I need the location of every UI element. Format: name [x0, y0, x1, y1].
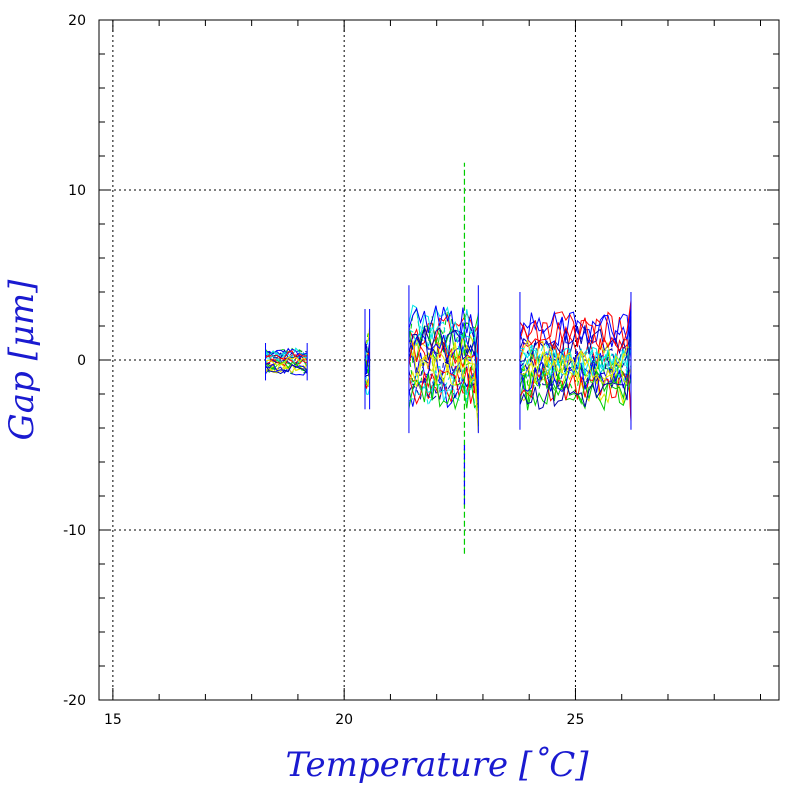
series-line — [265, 364, 308, 375]
series-line — [265, 347, 308, 358]
series-line — [408, 373, 479, 411]
x-tick-labels: 15 20 25 — [104, 712, 584, 728]
series-line — [364, 340, 371, 354]
series-line — [265, 356, 308, 366]
series-line — [519, 310, 632, 359]
series-line — [519, 316, 632, 410]
axis-ticks — [99, 19, 779, 701]
series-line — [364, 374, 371, 385]
x-tick-label: 15 — [104, 712, 122, 728]
series-line — [408, 305, 479, 408]
series-line — [519, 304, 632, 384]
data-series — [265, 162, 632, 554]
x-axis-label: Temperature [˚C] — [285, 745, 589, 785]
y-tick-label: 0 — [77, 353, 86, 369]
series-line — [519, 300, 632, 352]
series-line — [519, 323, 632, 389]
x-tick-label: 25 — [567, 712, 585, 728]
y-tick-label: -10 — [63, 523, 86, 539]
series-line — [408, 321, 479, 365]
series-line — [265, 358, 308, 368]
series-line — [519, 351, 632, 386]
grid-lines — [99, 20, 779, 700]
series-line — [519, 333, 632, 412]
series-line — [408, 308, 479, 427]
y-tick-label: -20 — [63, 693, 86, 709]
series-line — [364, 337, 371, 360]
y-tick-labels: 20 10 0 -10 -20 — [63, 13, 86, 709]
series-line — [408, 348, 479, 386]
y-tick-label: 20 — [68, 13, 86, 29]
x-tick-label: 20 — [335, 712, 353, 728]
series-line — [408, 352, 479, 433]
series-line — [408, 335, 479, 406]
series-line — [408, 340, 479, 413]
y-axis-label: Gap [μm] — [2, 279, 42, 441]
series-line — [364, 354, 371, 375]
series-line — [408, 304, 479, 385]
series-line — [408, 322, 479, 393]
series-line — [364, 371, 371, 386]
y-tick-label: 10 — [68, 183, 86, 199]
series-line — [265, 357, 308, 366]
series-line — [519, 320, 632, 402]
series-line — [364, 370, 371, 378]
series-line — [408, 327, 479, 364]
